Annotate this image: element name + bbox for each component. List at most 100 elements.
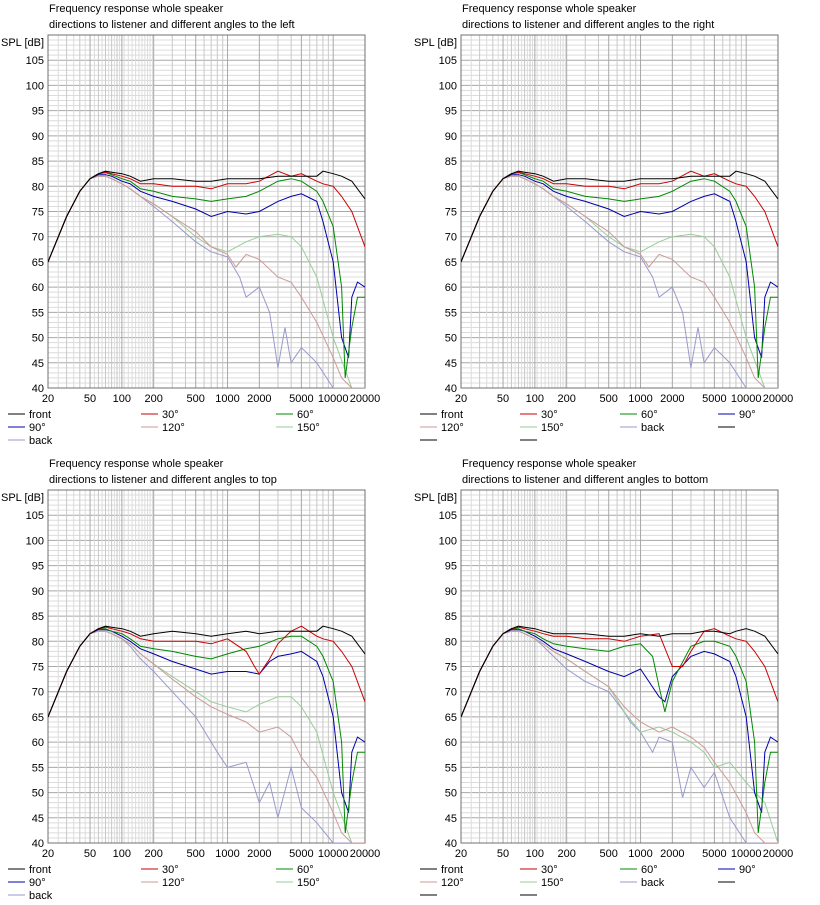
- y-tick-label: 85: [445, 156, 457, 168]
- y-tick-label: 75: [445, 207, 457, 219]
- y-tick-label: 40: [445, 383, 457, 395]
- legend-label: back: [641, 422, 665, 434]
- series-line-front: [461, 170, 778, 263]
- y-tick-label: 45: [445, 358, 457, 370]
- x-tick-label: 5000: [702, 848, 726, 860]
- y-tick-label: 60: [32, 282, 44, 294]
- chart-panel: Frequency response whole speaker directio…: [413, 455, 813, 905]
- x-tick-label: 10000: [318, 393, 349, 405]
- series-line-60deg: [461, 628, 778, 833]
- y-tick-label: 105: [439, 55, 457, 67]
- y-tick-label: 45: [32, 358, 44, 370]
- legend-label: 90°: [29, 422, 46, 434]
- x-tick-label: 20000: [763, 393, 794, 405]
- legend-label: 30°: [162, 864, 179, 876]
- x-tick-label: 200: [557, 393, 575, 405]
- x-tick-label: 2000: [660, 393, 684, 405]
- y-tick-label: 95: [445, 106, 457, 118]
- x-tick-label: 5000: [289, 848, 313, 860]
- y-tick-label: 90: [445, 586, 457, 598]
- y-tick-label: 55: [32, 762, 44, 774]
- legend-label: back: [29, 890, 53, 902]
- y-tick-label: 65: [445, 257, 457, 269]
- x-tick-label: 20: [42, 848, 54, 860]
- legend-label: 30°: [541, 864, 558, 876]
- series-line-90deg: [461, 174, 778, 358]
- series-line-120deg: [48, 630, 365, 843]
- y-tick-label: 70: [445, 232, 457, 244]
- chart-title: Frequency response whole speaker: [462, 458, 637, 470]
- y-tick-label: 50: [445, 333, 457, 345]
- y-tick-label: 50: [32, 333, 44, 345]
- legend-label: 90°: [29, 877, 46, 889]
- y-tick-label: 80: [445, 181, 457, 193]
- legend-label: 150°: [297, 422, 320, 434]
- series-line-120deg: [461, 630, 778, 843]
- y-tick-label: 100: [26, 80, 44, 92]
- legend-label: 150°: [297, 877, 320, 889]
- chart-title: Frequency response whole speaker: [49, 3, 224, 15]
- x-tick-label: 20: [42, 393, 54, 405]
- y-tick-label: 70: [32, 687, 44, 699]
- x-tick-label: 50: [84, 848, 96, 860]
- x-tick-label: 1000: [215, 848, 239, 860]
- series-line-front: [48, 170, 365, 263]
- legend-label: front: [29, 864, 51, 876]
- legend-label: 60°: [641, 409, 658, 421]
- legend-label: 60°: [297, 864, 314, 876]
- x-tick-label: 100: [526, 393, 544, 405]
- x-tick-label: 100: [113, 393, 131, 405]
- legend-label: 120°: [162, 877, 185, 889]
- x-tick-label: 2000: [247, 393, 271, 405]
- x-tick-label: 100: [526, 848, 544, 860]
- y-tick-label: 65: [445, 712, 457, 724]
- x-tick-label: 20000: [350, 393, 381, 405]
- y-tick-label: 45: [445, 813, 457, 825]
- x-tick-label: 200: [144, 393, 162, 405]
- chart-panel: Frequency response whole speaker directio…: [0, 0, 400, 450]
- series-line-60deg: [48, 628, 365, 833]
- y-tick-label: 100: [26, 535, 44, 547]
- y-tick-label: 45: [32, 813, 44, 825]
- chart-svg: Frequency response whole speaker directio…: [1, 458, 380, 902]
- y-tick-label: 95: [32, 106, 44, 118]
- legend-label: 90°: [739, 409, 756, 421]
- y-tick-label: 50: [445, 788, 457, 800]
- series-line-90deg: [48, 629, 365, 813]
- y-tick-label: 75: [32, 662, 44, 674]
- y-tick-label: 40: [445, 838, 457, 850]
- legend-label: 30°: [541, 409, 558, 421]
- x-tick-label: 50: [497, 393, 509, 405]
- y-tick-label: 85: [32, 156, 44, 168]
- y-tick-label: 75: [32, 207, 44, 219]
- x-tick-label: 2000: [660, 848, 684, 860]
- x-tick-label: 200: [144, 848, 162, 860]
- series-line-front: [461, 625, 778, 718]
- y-tick-label: 105: [26, 55, 44, 67]
- y-tick-label: 105: [439, 510, 457, 522]
- chart-subtitle: directions to listener and different ang…: [49, 474, 277, 486]
- y-axis-label: SPL [dB]: [1, 37, 44, 49]
- legend-label: front: [441, 409, 463, 421]
- x-tick-label: 200: [557, 848, 575, 860]
- legend-label: 150°: [541, 877, 564, 889]
- y-tick-label: 60: [445, 282, 457, 294]
- x-tick-label: 10000: [731, 848, 762, 860]
- chart-title: Frequency response whole speaker: [49, 458, 224, 470]
- y-tick-label: 65: [32, 712, 44, 724]
- x-tick-label: 50: [84, 393, 96, 405]
- y-tick-label: 90: [445, 131, 457, 143]
- x-tick-label: 500: [600, 393, 618, 405]
- y-tick-label: 55: [32, 307, 44, 319]
- x-tick-label: 20000: [763, 848, 794, 860]
- x-tick-label: 10000: [731, 393, 762, 405]
- y-tick-label: 55: [445, 307, 457, 319]
- y-tick-label: 100: [439, 535, 457, 547]
- series-line-front: [48, 625, 365, 718]
- chart-svg: Frequency response whole speaker directio…: [414, 3, 794, 441]
- y-tick-label: 50: [32, 788, 44, 800]
- legend-label: 120°: [162, 422, 185, 434]
- y-tick-label: 65: [32, 257, 44, 269]
- y-tick-label: 80: [32, 181, 44, 193]
- x-tick-label: 5000: [289, 393, 313, 405]
